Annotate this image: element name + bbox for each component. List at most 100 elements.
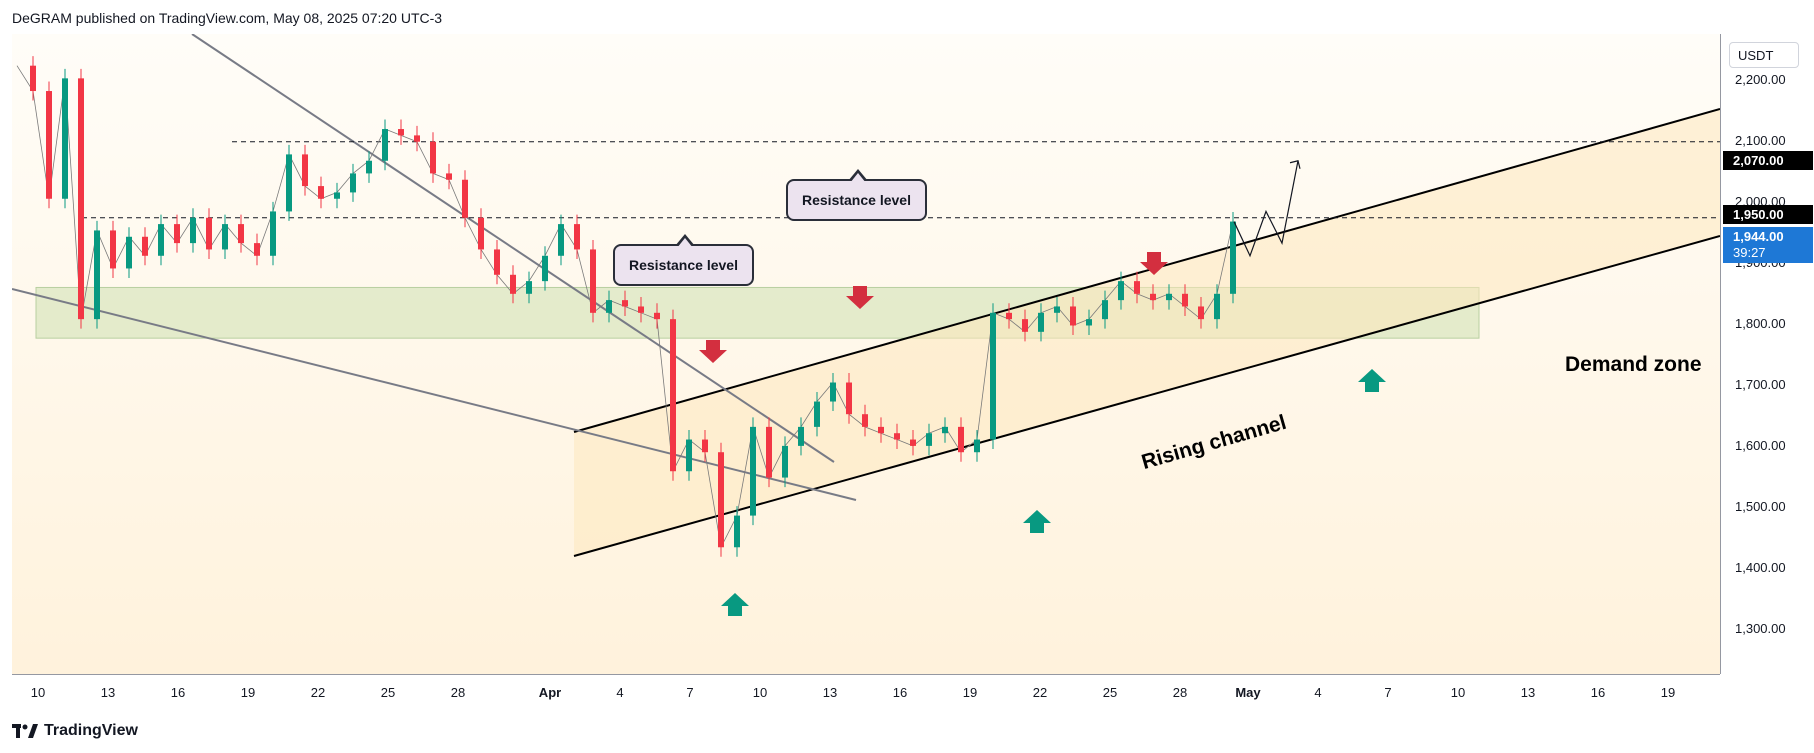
candle-body [1134, 281, 1140, 294]
descending-trendline [191, 34, 835, 463]
publisher-line: DeGRAM published on TradingView.com, May… [12, 10, 443, 26]
candle-body [206, 217, 212, 250]
x-tick: 16 [1590, 685, 1606, 700]
x-tick: 22 [310, 685, 326, 700]
x-tick: 10 [1450, 685, 1466, 700]
y-tick: 1,300.00 [1735, 621, 1786, 636]
tradingview-footer[interactable]: TradingView [12, 722, 138, 740]
candle-body [814, 401, 820, 427]
candle-body [1022, 319, 1028, 332]
sell-signal-arrow-icon [1140, 252, 1168, 275]
x-tick: Apr [538, 685, 562, 700]
candle-body [718, 452, 724, 548]
candle-body [510, 274, 516, 294]
candle-body [414, 135, 420, 142]
y-tick: 1,600.00 [1735, 438, 1786, 453]
candle-body [366, 160, 372, 174]
y-tick: 1,800.00 [1735, 316, 1786, 331]
candle-body [158, 224, 164, 256]
candle-body [830, 382, 836, 402]
x-tick: 25 [1102, 685, 1118, 700]
candle-body [318, 186, 324, 199]
candle-body [878, 426, 884, 434]
candle-body [302, 154, 308, 187]
price-axis[interactable]: USDT 2,200.00 2,100.00 2,000.00 1,900.00… [1720, 34, 1814, 674]
candle-body [734, 515, 740, 548]
candle-body [1230, 221, 1236, 294]
candle-body [46, 91, 52, 199]
x-tick: 13 [1520, 685, 1536, 700]
candle-body [78, 78, 84, 320]
candle-body [254, 243, 260, 256]
candle-body [670, 319, 676, 472]
currency-selector[interactable]: USDT [1729, 42, 1799, 68]
x-tick: 10 [752, 685, 768, 700]
candle-body [94, 230, 100, 320]
price-tag-1950: 1,950.00 [1723, 205, 1813, 224]
candle-body [350, 173, 356, 193]
candle-countdown: 39:27 [1733, 245, 1766, 260]
candle-body [958, 426, 964, 453]
buy-signal-arrow-icon [1023, 510, 1051, 533]
channel-lower-line [573, 235, 1720, 557]
x-tick: 7 [686, 685, 694, 700]
rising-channel-fill [574, 109, 1720, 556]
candle-body [990, 312, 996, 440]
candle-body [542, 255, 548, 282]
candle-body [1070, 306, 1076, 326]
time-axis[interactable]: 10 13 16 19 22 25 28 Apr 4 7 10 13 16 19… [12, 674, 1720, 709]
x-tick: 28 [1172, 685, 1188, 700]
candle-body [1150, 293, 1156, 301]
x-tick: 13 [100, 685, 116, 700]
candle-body [606, 300, 612, 313]
candle-body [62, 78, 68, 199]
candle-body [1182, 293, 1188, 307]
candle-body [1006, 312, 1012, 320]
candle-body [910, 439, 916, 446]
y-tick: 2,200.00 [1735, 72, 1786, 87]
x-tick: 10 [30, 685, 46, 700]
tradingview-brand: TradingView [44, 722, 138, 739]
candle-body [622, 300, 628, 307]
x-tick: 22 [1032, 685, 1048, 700]
candle-body [382, 129, 388, 161]
candle-body [1214, 293, 1220, 320]
candle-body [846, 382, 852, 415]
candle-body [494, 249, 500, 275]
candle-body [798, 426, 804, 446]
candle-body [190, 217, 196, 244]
y-tick: 2,100.00 [1735, 133, 1786, 148]
x-tick: 13 [822, 685, 838, 700]
support-trendline [12, 288, 857, 501]
current-price-tag: 1,944.00 39:27 [1723, 227, 1813, 263]
chart-svg [12, 34, 1720, 616]
x-tick: 16 [892, 685, 908, 700]
candle-body [1166, 293, 1172, 301]
candle-body [942, 426, 948, 434]
resistance-callout-upper: Resistance level [786, 169, 927, 221]
candle-body [526, 281, 532, 294]
candle-body [334, 192, 340, 199]
candle-body [446, 173, 452, 180]
candle-body [286, 154, 292, 212]
x-tick: 4 [1314, 685, 1322, 700]
candle-body [654, 312, 660, 320]
candle-body [574, 224, 580, 250]
tradingview-logo-icon [12, 724, 38, 738]
y-tick: 1,500.00 [1735, 499, 1786, 514]
candle-body [110, 230, 116, 269]
candle-body [590, 249, 596, 313]
candle-body [222, 224, 228, 250]
candle-body [1198, 306, 1204, 320]
candle-body [686, 439, 692, 472]
candle-body [1086, 319, 1092, 326]
candle-body [926, 433, 932, 446]
candle-body [782, 445, 788, 478]
candle-body [638, 306, 644, 313]
chart-area[interactable]: Resistance level Resistance level Demand… [12, 34, 1720, 674]
projection-path [1233, 160, 1299, 258]
buy-signal-arrow-icon [1358, 369, 1386, 392]
resistance-callout-lower: Resistance level [613, 234, 754, 286]
current-price: 1,944.00 [1733, 229, 1784, 244]
candle-body [558, 224, 564, 256]
